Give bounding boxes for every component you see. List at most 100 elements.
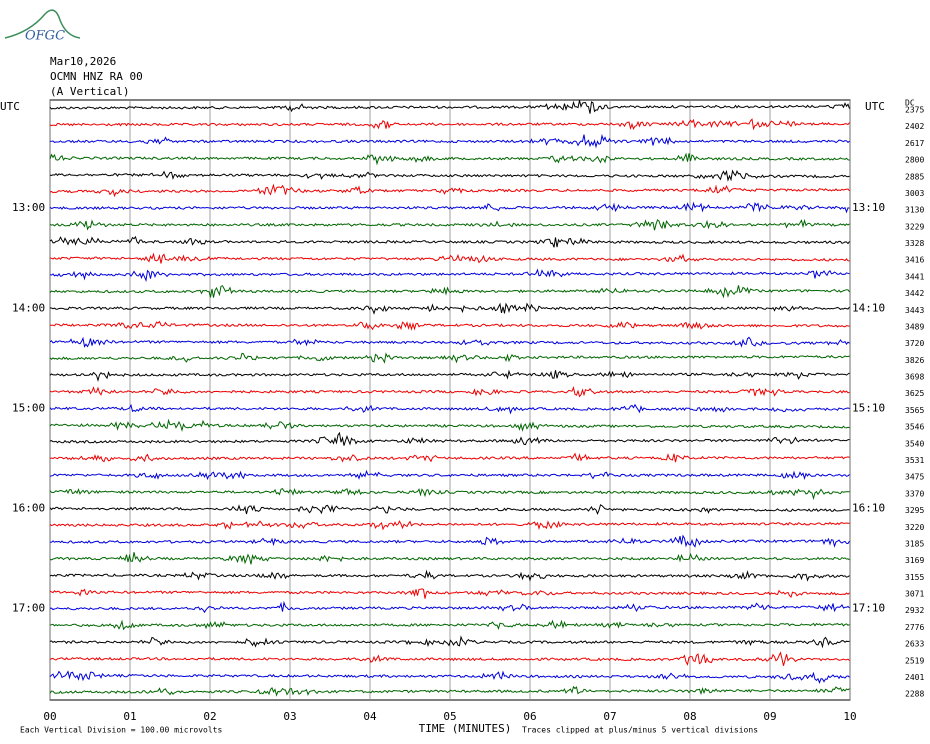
trace [49,685,850,697]
x-tick-label: 01 [123,710,136,723]
component: (A Vertical) [50,85,129,98]
trace [49,588,850,599]
logo: OFGC [25,29,65,44]
x-tick-label: 07 [603,710,616,723]
trace [49,520,850,531]
trace [49,183,850,198]
trace [49,152,850,166]
dc-value: 3328 [905,239,924,248]
left-time: 17:00 [12,602,45,615]
left-time: 15:00 [12,401,45,414]
dc-value: 3416 [905,256,924,265]
trace [49,600,850,614]
trace [49,285,850,299]
trace [49,452,850,463]
dc-value: 3003 [905,189,924,198]
dc-value: 2932 [905,606,924,615]
footer-right: Traces clipped at plus/minus 5 vertical … [522,726,758,735]
x-tick-label: 00 [43,710,56,723]
x-tick-label: 05 [443,710,456,723]
dc-value: 2617 [905,139,924,148]
dc-value: 2800 [905,156,924,165]
date: Mar10,2026 [50,55,116,68]
trace [49,320,850,331]
dc-value: 2885 [905,172,924,181]
trace [49,369,850,382]
dc-value: 2402 [905,122,924,131]
right-time: 14:10 [852,301,885,314]
trace [49,635,850,649]
dc-value: 3546 [905,423,924,432]
dc-value: 3071 [905,590,924,599]
trace [49,218,850,231]
trace [49,385,850,398]
dc-value: 3698 [905,373,924,382]
trace [49,235,850,248]
logo-curve [4,9,81,39]
dc-value: 3531 [905,456,924,465]
dc-value: 3295 [905,506,924,515]
trace [49,403,850,415]
trace [49,552,850,565]
trace [49,504,850,516]
x-tick-label: 03 [283,710,296,723]
left-time: 16:00 [12,502,45,515]
trace [49,133,850,149]
trace [49,352,850,364]
dc-value: 3826 [905,356,924,365]
dc-header: DC [905,99,915,108]
trace [49,252,850,264]
x-tick-label: 08 [683,710,696,723]
trace [49,651,850,666]
dc-value: 3540 [905,439,924,448]
right-time: 16:10 [852,502,885,515]
x-tick-label: 09 [763,710,776,723]
right-time: 13:10 [852,201,885,214]
trace [49,268,850,283]
left-time: 13:00 [12,201,45,214]
trace [49,534,850,548]
x-tick-label: 06 [523,710,536,723]
dc-value: 3185 [905,539,924,548]
trace [49,569,850,582]
trace [49,302,850,315]
dc-value: 2519 [905,656,924,665]
dc-value: 3220 [905,523,924,532]
dc-value: 3442 [905,289,924,298]
dc-value: 2401 [905,673,924,682]
utc-left: UTC [0,100,20,113]
dc-value: 3370 [905,489,924,498]
dc-value: 3475 [905,473,924,482]
trace [49,169,850,182]
utc-right: UTC [865,100,885,113]
dc-value: 3720 [905,339,924,348]
x-label: TIME (MINUTES) [419,722,512,735]
x-tick-label: 10 [843,710,856,723]
x-tick-label: 02 [203,710,216,723]
trace [49,431,850,446]
dc-value: 2776 [905,623,924,632]
dc-value: 3625 [905,389,924,398]
right-time: 17:10 [852,602,885,615]
trace [49,469,850,481]
trace [49,487,850,501]
dc-value: 3229 [905,222,924,231]
footer-left: Each Vertical Division = 100.00 microvol… [20,726,222,735]
trace [49,201,850,214]
left-time: 14:00 [12,301,45,314]
x-tick-label: 04 [363,710,377,723]
trace [49,619,850,631]
trace [49,336,850,348]
dc-value: 2288 [905,690,924,699]
dc-value: 3565 [905,406,924,415]
trace [49,100,850,114]
right-time: 15:10 [852,401,885,414]
trace [49,418,850,432]
trace [49,670,850,684]
dc-value: 3443 [905,306,924,315]
station: OCMN HNZ RA 00 [50,70,143,83]
dc-value: 3155 [905,573,924,582]
trace [49,118,850,131]
dc-value: 3441 [905,272,924,281]
